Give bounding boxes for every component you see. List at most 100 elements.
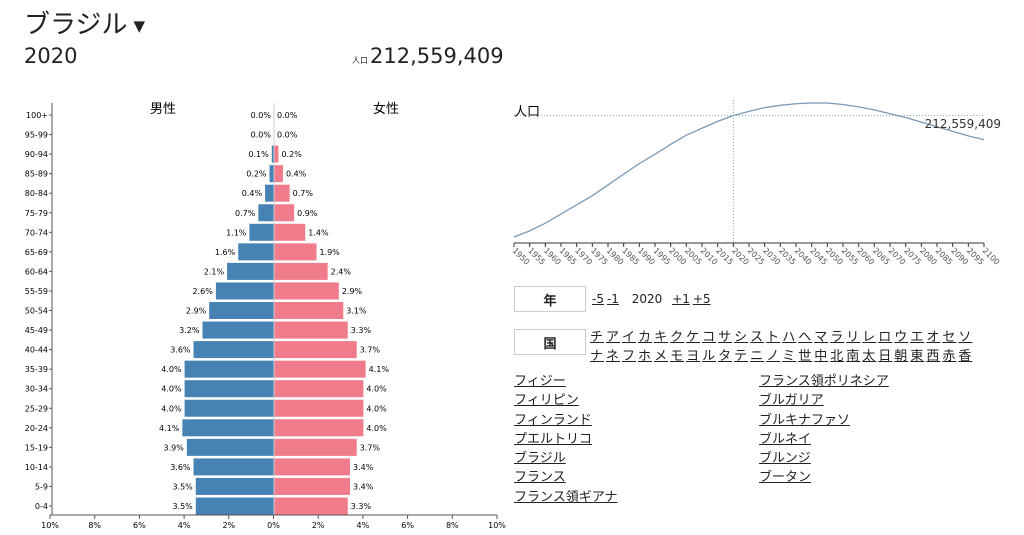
country-index-link[interactable]: ネ — [606, 349, 621, 364]
country-index-link[interactable]: キ — [654, 330, 669, 345]
age-label: 55-59 — [25, 287, 48, 296]
female-value-label: 3.3% — [351, 502, 372, 511]
country-link[interactable]: ブルンジ — [759, 451, 811, 467]
country-index-link[interactable]: 香 — [958, 349, 973, 364]
country-index-link[interactable]: ロ — [878, 330, 893, 345]
female-value-label: 3.1% — [346, 307, 367, 316]
male-value-label: 3.5% — [172, 482, 193, 491]
country-link[interactable]: プエルトリコ — [514, 431, 593, 447]
male-value-label: 1.1% — [226, 228, 247, 237]
country-index-link[interactable]: ア — [606, 330, 621, 345]
country-link[interactable]: ブルキナファソ — [759, 412, 851, 428]
country-index-link[interactable]: ル — [702, 349, 717, 364]
country-index-link[interactable]: 北 — [830, 349, 845, 364]
year-plus-1-link[interactable]: +1 — [672, 292, 690, 306]
country-index-link[interactable]: メ — [654, 349, 669, 364]
country-index-link[interactable]: 赤 — [942, 349, 957, 364]
country-index-link[interactable]: 朝 — [894, 349, 909, 364]
country-link[interactable]: ブルガリア — [759, 393, 824, 409]
male-value-label: 2.1% — [204, 267, 225, 276]
country-index-link[interactable]: カ — [638, 330, 653, 345]
country-index-link[interactable]: 太 — [862, 349, 877, 364]
male-value-label: 3.5% — [172, 502, 193, 511]
country-index-link[interactable]: ノ — [766, 349, 781, 364]
country-index-link[interactable]: セ — [942, 330, 957, 345]
country-index-link[interactable]: ニ — [750, 349, 765, 364]
country-link[interactable]: フランス — [514, 470, 566, 486]
country-index-link[interactable]: オ — [926, 330, 941, 345]
year-plus-5-link[interactable]: +5 — [692, 292, 711, 306]
female-bar — [274, 282, 339, 300]
male-bar — [215, 282, 274, 300]
country-index-link[interactable]: イ — [622, 330, 637, 345]
female-bar — [274, 497, 348, 515]
country-index-link[interactable]: チ — [590, 330, 605, 345]
country-index-link[interactable]: ト — [766, 330, 781, 345]
country-index-link[interactable]: ナ — [590, 349, 605, 364]
year-navigation: -5 -1 2020 +1 +5 — [592, 292, 714, 306]
age-label: 75-79 — [25, 209, 48, 218]
female-bar — [274, 165, 283, 183]
country-link[interactable]: ブラジル — [514, 451, 566, 467]
country-index-link[interactable]: 西 — [926, 349, 941, 364]
year-minus-5-link[interactable]: -5 — [592, 292, 604, 306]
country-index-link[interactable]: ウ — [894, 330, 909, 345]
country-index-link[interactable]: ホ — [638, 349, 653, 364]
country-index-link[interactable]: 日 — [878, 349, 893, 364]
country-index-letters: チアイカキクケコサシストハヘマラリレロウエオセソナネフホメモヨルタテニノミ世中北… — [590, 328, 990, 366]
x-tick-label: 2% — [222, 521, 235, 530]
country-index-link[interactable]: ク — [670, 330, 685, 345]
country-index-link[interactable]: テ — [734, 349, 749, 364]
female-value-label: 3.4% — [353, 463, 374, 472]
country-index-link[interactable]: タ — [718, 349, 733, 364]
country-index-link[interactable]: ラ — [830, 330, 845, 345]
country-index-link[interactable]: 中 — [814, 349, 829, 364]
male-bar — [193, 458, 274, 476]
age-label: 35-39 — [25, 365, 48, 374]
country-index-link[interactable]: マ — [814, 330, 829, 345]
country-index-link[interactable]: ソ — [958, 330, 973, 345]
country-index-link[interactable]: 南 — [846, 349, 861, 364]
male-bar — [195, 497, 274, 515]
age-label: 80-84 — [25, 189, 48, 198]
female-bar — [274, 321, 348, 339]
age-label: 95-99 — [25, 131, 48, 140]
country-selector[interactable]: ブラジル ▼ — [24, 4, 145, 41]
year-minus-1-link[interactable]: -1 — [606, 292, 619, 306]
country-index-link[interactable]: ヨ — [686, 349, 701, 364]
country-link[interactable]: フランス領ギアナ — [514, 489, 618, 505]
country-link[interactable]: フィンランド — [514, 412, 592, 428]
country-index-link[interactable]: レ — [862, 330, 877, 345]
country-index-link[interactable]: コ — [702, 330, 717, 345]
country-link[interactable]: フィリピン — [514, 393, 579, 409]
country-link[interactable]: フィジー — [514, 374, 566, 389]
female-bar — [274, 302, 344, 319]
age-label: 65-69 — [25, 248, 48, 257]
female-bar — [274, 243, 317, 261]
female-value-label: 2.4% — [331, 267, 352, 276]
country-index-link[interactable]: サ — [718, 330, 733, 345]
country-index-link[interactable]: フ — [622, 349, 637, 364]
country-index-link[interactable]: 世 — [798, 349, 813, 364]
country-index-link[interactable]: ケ — [686, 330, 701, 345]
male-value-label: 0.0% — [251, 131, 272, 140]
country-index-link[interactable]: リ — [846, 330, 861, 345]
country-index-link[interactable]: モ — [670, 349, 685, 364]
highlight-value-label: 212,559,409 — [925, 117, 1001, 131]
male-value-label: 0.1% — [248, 150, 269, 159]
country-link[interactable]: ブータン — [759, 470, 812, 486]
male-bar — [238, 243, 274, 261]
country-index-link[interactable]: ミ — [782, 349, 797, 364]
female-bar — [274, 399, 364, 417]
country-index-link[interactable]: シ — [734, 330, 749, 345]
country-index-link[interactable]: ハ — [782, 330, 797, 345]
population-label: 人口 — [352, 56, 368, 65]
country-index-link[interactable]: 東 — [910, 349, 925, 364]
country-link[interactable]: フランス領ポリネシア — [759, 374, 889, 389]
country-index-link[interactable]: エ — [910, 330, 925, 345]
population-display: 人口212,559,409 — [352, 44, 504, 68]
country-index-link[interactable]: ス — [750, 330, 765, 345]
population-line — [513, 102, 985, 238]
country-link[interactable]: ブルネイ — [759, 431, 812, 447]
country-index-link[interactable]: ヘ — [798, 330, 813, 345]
